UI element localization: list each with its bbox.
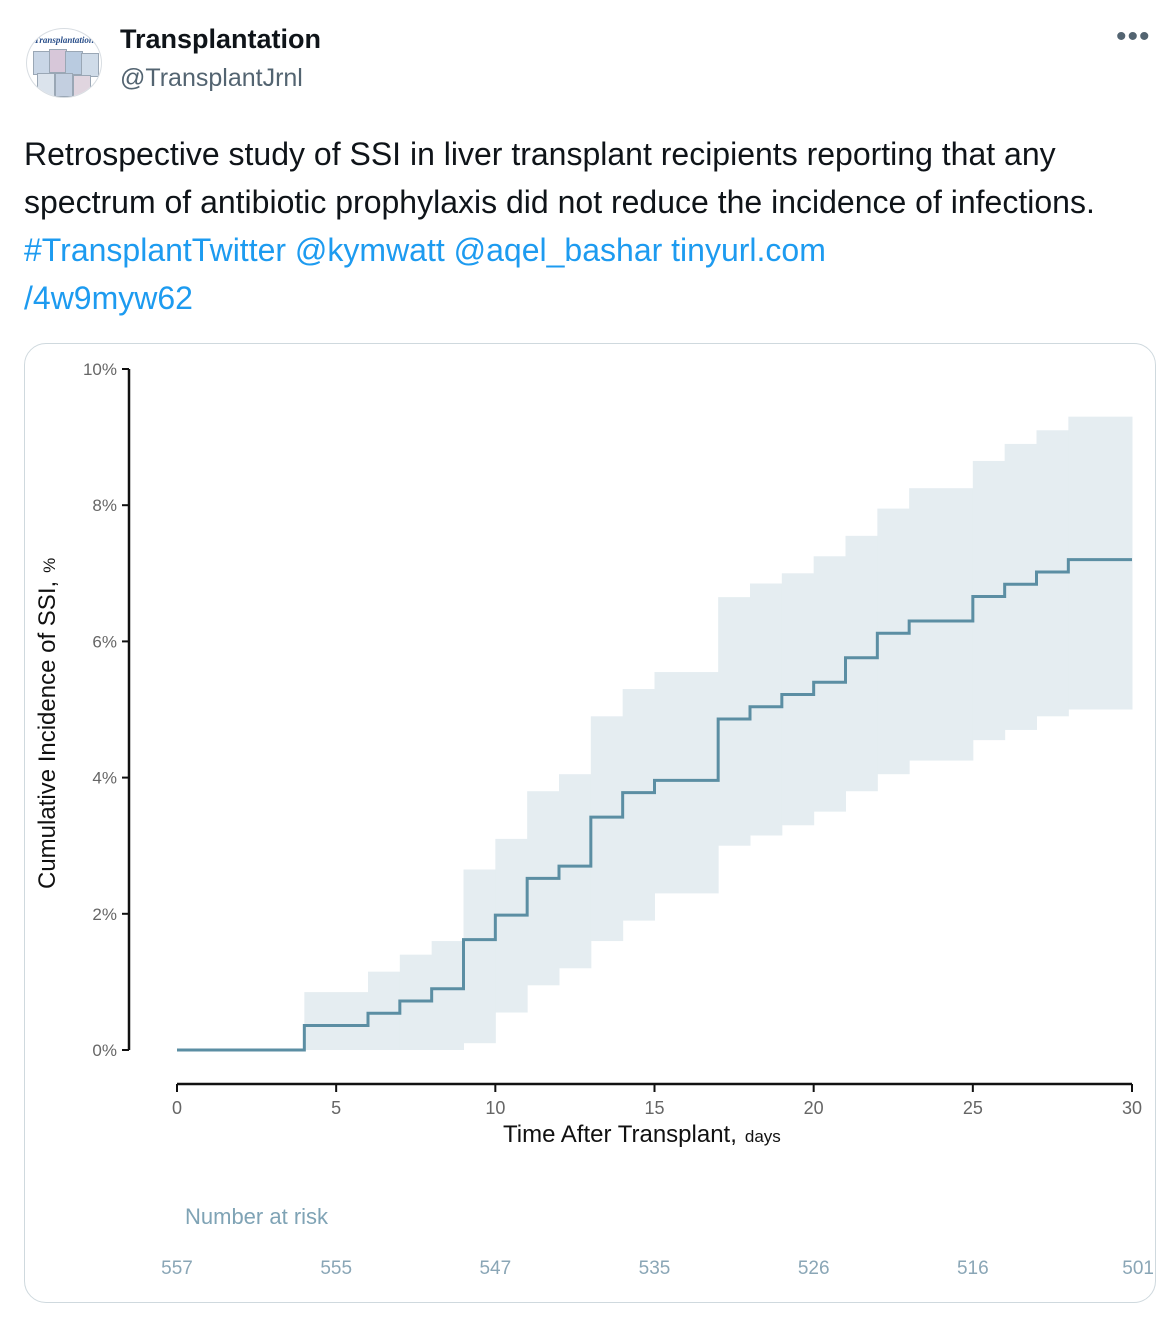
confidence-band-segment: [559, 774, 592, 969]
y-tick-label: 6%: [92, 632, 117, 651]
avatar-cover-image: [55, 73, 73, 97]
cumulative-incidence-chart: 0% 2% 4% 6% 8% 10% 0 5 10 15 20 25 30 Time After Tr…: [34, 360, 1154, 1279]
confidence-band-segment: [622, 689, 655, 921]
confidence-band-segment: [431, 941, 464, 1050]
risk-count: 526: [798, 1258, 830, 1279]
confidence-band-segment: [813, 556, 846, 812]
confidence-band-segment: [527, 791, 560, 986]
hashtag-link[interactable]: #TransplantTwitter: [24, 232, 287, 268]
y-axis-label-unit: %: [40, 558, 59, 573]
confidence-band-segment: [750, 583, 783, 836]
account-handle[interactable]: @TransplantJrnl: [120, 64, 303, 92]
more-horizontal-icon[interactable]: •••: [1116, 20, 1151, 53]
risk-table-title: Number at risk: [185, 1204, 329, 1229]
confidence-band-segment: [972, 460, 1006, 741]
x-axis-label-unit: days: [745, 1127, 781, 1146]
confidence-bands: [304, 416, 1133, 1050]
confidence-band-segment: [1068, 416, 1133, 710]
x-axis-label-text: Time After Transplant,: [503, 1121, 737, 1148]
x-axis-ticks: 0 5 10 15 20 25 30: [172, 1084, 1142, 1118]
confidence-band-segment: [304, 992, 369, 1050]
confidence-band-segment: [845, 535, 878, 792]
y-tick-label: 10%: [83, 360, 117, 379]
risk-count: 535: [639, 1258, 671, 1279]
confidence-band-segment: [654, 672, 719, 894]
y-tick-label: 2%: [92, 905, 117, 924]
x-tick-label: 0: [172, 1098, 182, 1118]
y-tick-label: 4%: [92, 769, 117, 788]
confidence-band-segment: [495, 838, 528, 1013]
chart-image[interactable]: 0% 2% 4% 6% 8% 10% 0 5 10 15 20 25 30 Time After Tr…: [24, 343, 1156, 1303]
confidence-band-segment: [590, 716, 624, 942]
risk-count: 555: [320, 1258, 352, 1279]
confidence-band-segment: [877, 508, 910, 775]
tweet-body: Retrospective study of SSI in liver tran…: [24, 136, 1095, 220]
confidence-band-segment: [1004, 443, 1037, 730]
url-link-continued[interactable]: /4w9myw62: [24, 280, 193, 316]
y-tick-label: 0%: [92, 1041, 117, 1060]
cumulative-incidence-line: [177, 558, 1132, 1052]
x-tick-label: 25: [963, 1098, 983, 1118]
x-axis-label: Time After Transplant, days: [503, 1121, 781, 1148]
avatar-cover-image: [37, 73, 55, 97]
avatar-cover-image: [73, 75, 91, 97]
risk-count: 557: [161, 1258, 193, 1279]
risk-count: 516: [957, 1258, 989, 1279]
risk-count: 547: [479, 1258, 511, 1279]
x-tick-label: 30: [1122, 1098, 1142, 1118]
confidence-band-segment: [718, 597, 751, 846]
account-name[interactable]: Transplantation: [120, 24, 322, 54]
x-tick-label: 5: [331, 1098, 341, 1118]
avatar[interactable]: Transplantation: [26, 28, 102, 98]
confidence-band-segment: [368, 971, 401, 1050]
tweet-text: Retrospective study of SSI in liver tran…: [24, 130, 1154, 322]
x-tick-label: 15: [644, 1098, 664, 1118]
mention-link[interactable]: @aqel_bashar: [453, 232, 663, 268]
confidence-band-segment: [909, 488, 974, 761]
x-tick-label: 20: [804, 1098, 824, 1118]
y-axis-label-text: Cumulative Incidence of SSI,: [34, 581, 61, 889]
avatar-cover-image: [81, 53, 99, 77]
confidence-band-segment: [463, 869, 496, 1044]
url-link[interactable]: tinyurl.com: [671, 232, 826, 268]
risk-count: 501: [1122, 1258, 1154, 1279]
x-tick-label: 10: [485, 1098, 505, 1118]
avatar-logo-text: Transplantation: [34, 35, 94, 45]
risk-table-values: 557 555 547 535 526 516 501: [161, 1258, 1154, 1279]
y-tick-label: 8%: [92, 496, 117, 515]
y-axis-ticks: 0% 2% 4% 6% 8% 10%: [83, 360, 129, 1060]
confidence-band-segment: [781, 573, 815, 826]
mention-link[interactable]: @kymwatt: [294, 232, 445, 268]
y-axis-label: Cumulative Incidence of SSI,%: [34, 558, 61, 889]
